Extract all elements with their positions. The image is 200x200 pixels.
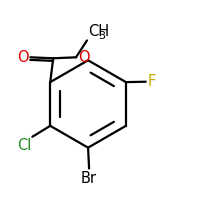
Text: Br: Br	[81, 171, 97, 186]
Text: F: F	[147, 74, 156, 89]
Text: Cl: Cl	[17, 138, 31, 153]
Text: 3: 3	[98, 31, 105, 41]
Text: CH: CH	[88, 24, 109, 39]
Text: O: O	[78, 50, 89, 65]
Text: O: O	[17, 50, 29, 65]
